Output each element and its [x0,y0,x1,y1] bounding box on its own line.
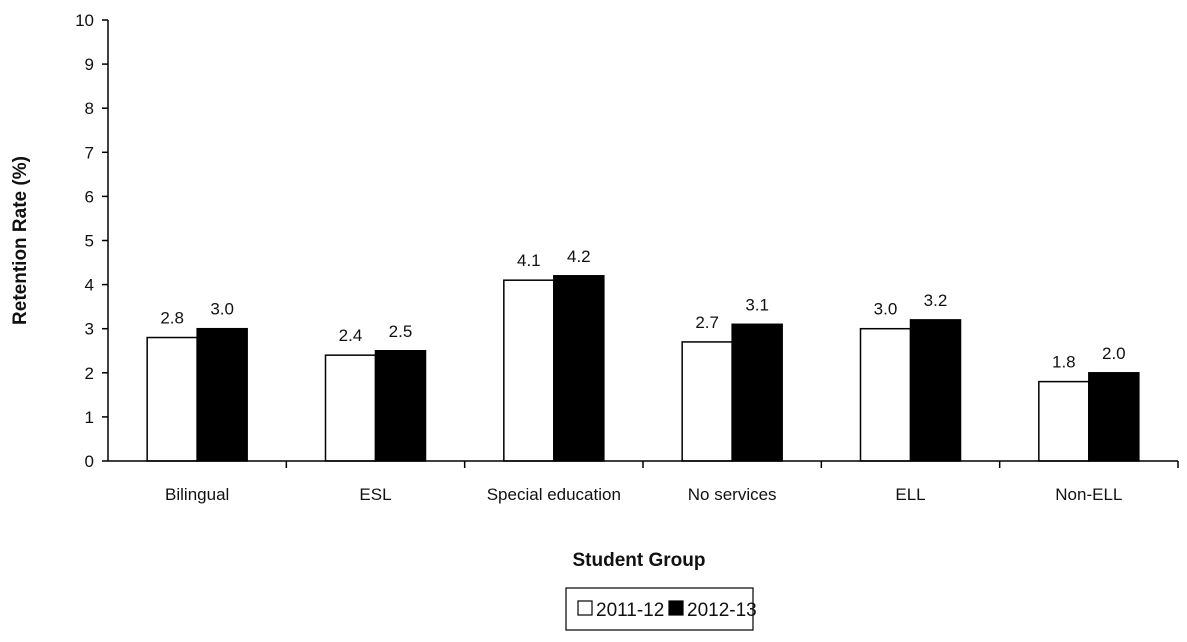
y-tick-label: 2 [85,364,94,383]
y-tick-label: 5 [85,232,94,251]
data-label: 2.4 [339,326,363,345]
bar-2011-12-no-services [681,341,733,462]
bar-2011-12-ell [859,327,912,462]
legend: 2011-12 2012-13 [565,587,757,631]
category-labels: Bilingual ESL Special education No services… [165,461,1179,504]
bar-2012-13-esl [374,350,427,462]
legend-box [565,587,754,631]
x-tick-label: Bilingual [165,485,229,504]
bar-2011-12-esl [324,354,377,462]
y-axis-ticks: 0 1 2 3 4 5 6 7 8 9 10 [75,11,108,471]
data-label: 3.1 [745,295,769,314]
y-tick-label: 1 [85,408,94,427]
y-tick-label: 0 [85,452,94,471]
x-axis-title: Student Group [573,550,706,571]
y-tick-label: 3 [85,320,94,339]
data-label: 3.2 [924,291,948,310]
data-label: 1.8 [1052,353,1076,372]
x-tick-label: ELL [895,485,925,504]
data-label: 3.0 [874,300,898,319]
x-tick-label: Non-ELL [1055,485,1122,504]
y-tick-label: 8 [85,99,94,118]
value-labels: 2.8 3.0 2.4 2.5 4.1 4.2 2.7 3.1 3.0 3.2 1.8 2.0 [160,247,1125,372]
y-axis-title: Retention Rate (%) [10,156,31,325]
bar-2011-12-bilingual [146,336,198,462]
y-tick-label: 6 [85,187,94,206]
bar-2012-13-non-ell [1088,372,1140,462]
bar-2012-13-ell [909,319,962,462]
legend-label-2012-13: 2012-13 [687,600,757,621]
bar-2011-12-non-ell [1038,380,1090,462]
data-label: 2.8 [160,309,184,328]
bar-2011-12-special-education [503,279,555,462]
bars [146,275,1140,462]
bar-2012-13-special-education [553,275,605,462]
data-label: 4.1 [517,251,541,270]
legend-swatch-2011-12 [577,600,593,616]
legend-swatch-2012-13 [668,600,684,616]
data-label: 2.5 [389,322,413,341]
x-tick-label: No services [688,485,777,504]
y-tick-label: 4 [85,276,94,295]
data-label: 2.0 [1102,344,1126,363]
data-label: 4.2 [567,247,591,266]
y-tick-label: 7 [85,143,94,162]
x-tick-label: ESL [359,485,391,504]
bar-2012-13-bilingual [196,327,248,462]
data-label: 2.7 [695,313,719,332]
bar-2012-13-no-services [731,323,783,462]
data-label: 3.0 [210,300,234,319]
y-tick-label: 9 [85,55,94,74]
x-tick-label: Special education [487,485,621,504]
legend-label-2011-12: 2011-12 [596,600,664,621]
y-tick-label: 10 [75,11,94,30]
